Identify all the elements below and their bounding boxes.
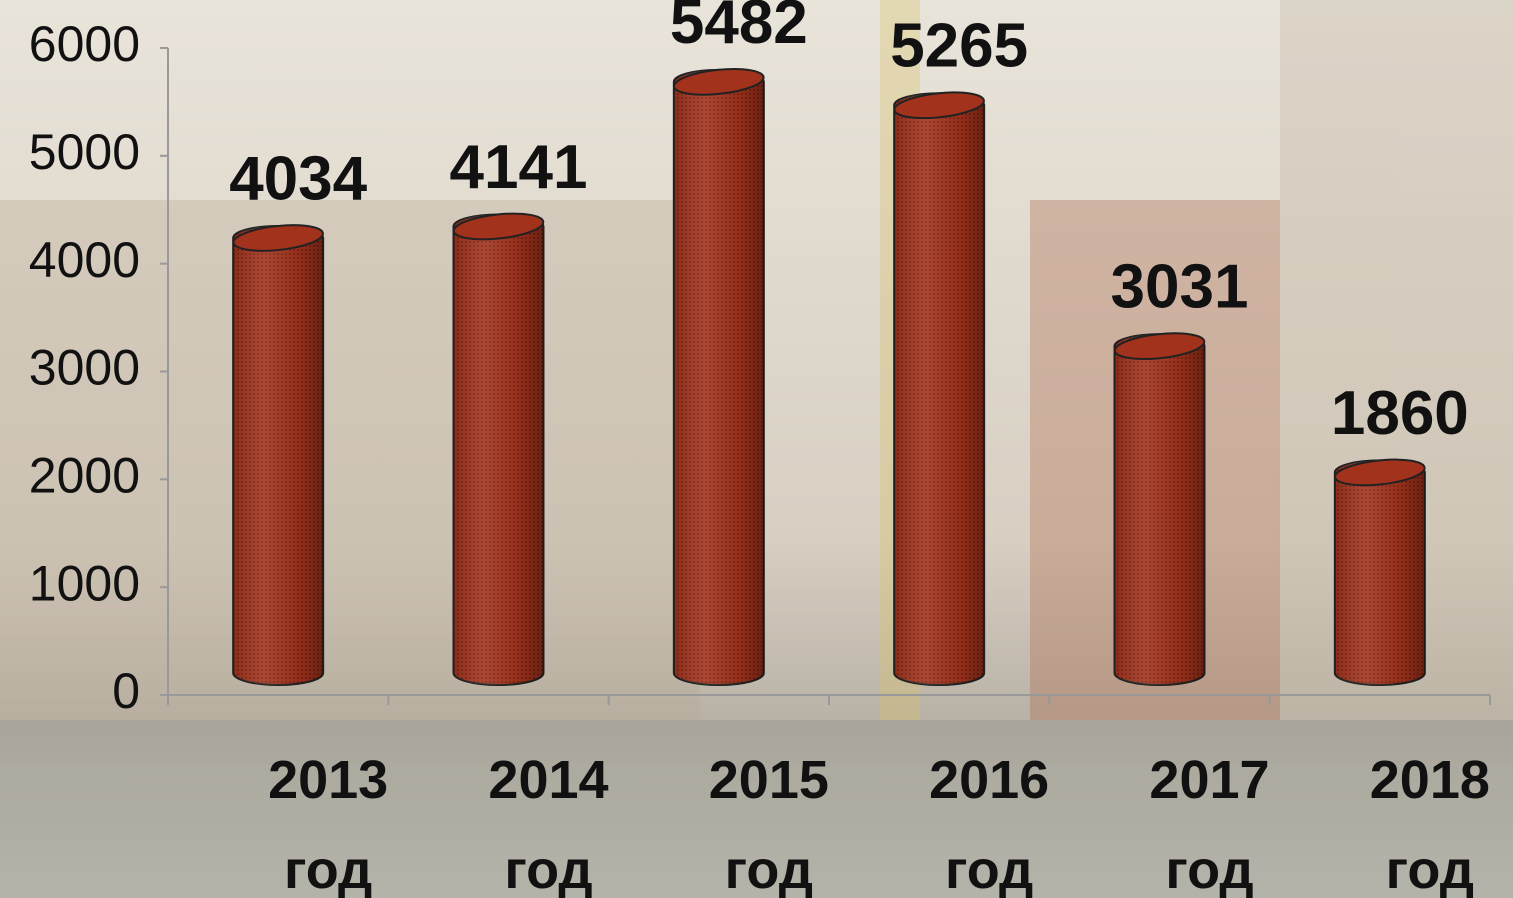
x-tick-label: 2013 год (268, 750, 389, 898)
bar-top (1113, 332, 1206, 360)
bar-shade (1334, 460, 1425, 685)
bar-shade (1114, 334, 1205, 685)
x-tick-label: 2017 год (1149, 750, 1270, 898)
data-label: 4141 (450, 133, 588, 202)
x-tick-label: 2015 год (708, 750, 829, 898)
bar-top (232, 224, 324, 252)
bar-shade (673, 69, 764, 685)
bar-top (673, 68, 765, 96)
x-tick-label: 2016 год (929, 750, 1050, 898)
data-label: 3031 (1111, 253, 1249, 322)
y-tick-label: 4000 (29, 232, 140, 288)
y-tick-label: 6000 (29, 16, 140, 72)
y-tick-label: 2000 (29, 448, 140, 504)
y-tick-label: 3000 (29, 340, 140, 396)
bar-top (1334, 458, 1426, 487)
x-tick-label: 2014 год (488, 750, 609, 898)
y-tick-label: 1000 (29, 555, 140, 611)
y-tick-label: 0 (112, 663, 140, 719)
bar-shade (453, 214, 544, 685)
bar-top (452, 212, 545, 241)
data-label: 5482 (670, 0, 808, 57)
data-label: 1860 (1331, 379, 1469, 448)
bar-top (893, 91, 985, 120)
bar-shade (894, 93, 985, 685)
y-tick-label: 5000 (29, 124, 140, 180)
x-tick-label: 2018 год (1369, 750, 1490, 898)
data-label: 4034 (229, 144, 367, 213)
bar-shade (233, 226, 324, 685)
data-label: 5265 (890, 12, 1028, 81)
